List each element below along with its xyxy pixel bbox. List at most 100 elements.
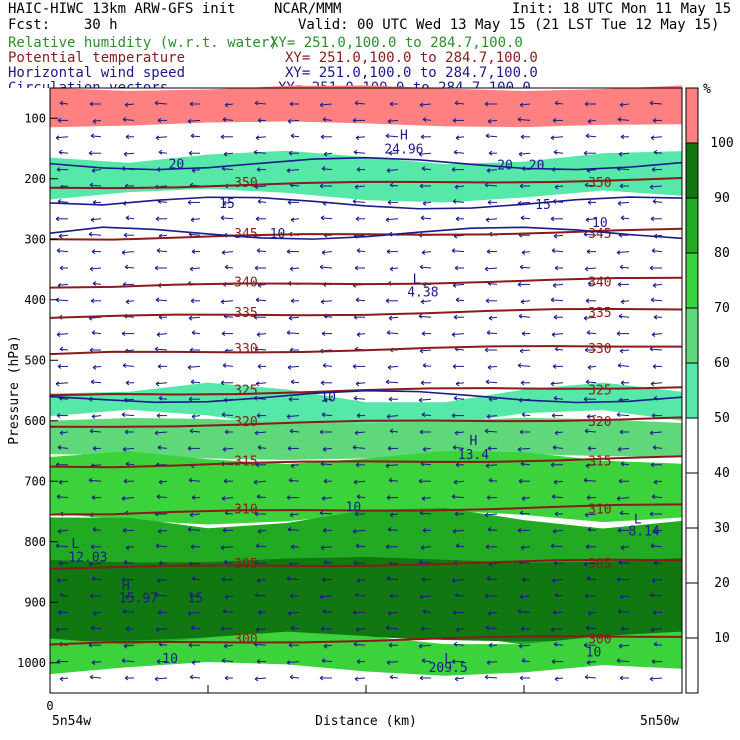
wind-vector — [256, 333, 267, 336]
wind-vector-head — [620, 380, 625, 386]
wind-vector-head — [550, 135, 555, 141]
wind-vector-head — [584, 512, 589, 518]
wind-vector-head — [420, 215, 425, 221]
wind-vector-head — [620, 299, 625, 305]
wind-vector-head — [223, 559, 228, 565]
wind-vector-head — [352, 363, 357, 369]
wind-vector-head — [387, 445, 392, 451]
wind-vector-head — [187, 610, 192, 616]
wind-vector — [485, 381, 498, 384]
wind-vector-head — [551, 578, 556, 584]
wind-vector-head — [388, 315, 393, 321]
wind-vector-head — [256, 413, 261, 419]
wind-vector-head — [92, 445, 97, 451]
wind-vector-head — [290, 217, 295, 223]
wind-vector-head — [587, 526, 592, 532]
wind-vector-head — [388, 477, 393, 483]
wind-vector — [649, 102, 663, 105]
wind-vector — [191, 661, 201, 664]
wind-vector-head — [486, 330, 491, 336]
wind-vector — [89, 267, 102, 270]
wind-vector-head — [586, 495, 591, 501]
wind-vector — [454, 348, 465, 351]
wind-vector-head — [91, 330, 96, 336]
wind-vector-head — [553, 641, 558, 647]
colorbar-tick-label: 90 — [714, 191, 730, 206]
wind-vector — [353, 151, 366, 154]
wind-vector-head — [355, 381, 360, 387]
wind-vector — [59, 677, 69, 680]
wind-vector — [189, 430, 201, 433]
extrema-labels: H24.96L4.38H13.4L8.14L12.03H15.97L209.51… — [68, 128, 660, 675]
wind-vector — [518, 152, 531, 155]
wind-vector — [189, 513, 201, 516]
wind-vector-head — [389, 266, 394, 272]
wind-vector-head — [155, 381, 160, 387]
wind-vector — [223, 152, 234, 155]
wind-vector-head — [220, 380, 225, 386]
wind-vector — [652, 529, 663, 532]
wind-vector — [123, 152, 135, 155]
wind-vector — [584, 513, 597, 516]
wind-vector-head — [552, 528, 557, 534]
wind-vector-head — [125, 380, 130, 386]
wind-vector — [484, 430, 498, 433]
wind-vector-head — [356, 413, 361, 419]
wind-vector — [420, 463, 432, 466]
wind-vector-head — [617, 362, 622, 368]
wind-vector-head — [651, 248, 656, 254]
wind-vector — [290, 381, 300, 384]
wind-vector — [421, 497, 432, 500]
wind-vector-head — [90, 544, 95, 550]
wind-vector — [517, 364, 531, 367]
wind-vector-head — [454, 430, 459, 436]
wind-vector-head — [653, 479, 658, 485]
wind-vector — [550, 299, 564, 302]
wind-vector — [321, 660, 333, 663]
y-tick-label: 800 — [24, 535, 46, 549]
wind-vector — [521, 497, 531, 500]
wind-vector — [56, 496, 69, 499]
wind-vector — [422, 201, 432, 204]
rh-layer — [50, 417, 682, 461]
wind-vector-head — [222, 608, 227, 614]
wind-vector-head — [653, 560, 658, 566]
wind-vector — [122, 118, 135, 121]
wind-vector-head — [158, 149, 163, 155]
wind-vector — [323, 398, 333, 401]
wind-vector-head — [486, 249, 491, 255]
wind-vector-head — [187, 199, 192, 205]
wind-vector-head — [484, 347, 489, 353]
colorbar-tick-label: 70 — [714, 301, 730, 316]
wind-vector-head — [92, 610, 97, 616]
wind-vector — [89, 184, 102, 187]
wind-vector — [653, 151, 663, 154]
wind-vector-head — [487, 445, 492, 451]
wind-vector — [224, 349, 234, 352]
wind-vector-head — [550, 627, 555, 633]
wind-vector — [618, 315, 630, 318]
wind-vector-head — [519, 594, 524, 600]
wind-vector — [254, 185, 267, 188]
wind-vector — [158, 480, 168, 483]
wind-vector-head — [520, 134, 525, 140]
wind-vector-head — [55, 135, 60, 141]
wind-vector — [616, 660, 630, 663]
wind-vector — [652, 200, 663, 203]
wind-vector-head — [122, 116, 127, 122]
wind-vector-head — [125, 299, 130, 305]
wind-vector-head — [158, 395, 163, 401]
wind-vector — [486, 661, 498, 664]
wind-vector — [454, 185, 465, 188]
wind-vector-head — [519, 510, 524, 516]
wind-vector-head — [554, 592, 559, 598]
theta-line — [49, 416, 683, 428]
wind-vector-head — [224, 264, 229, 270]
wind-vector-head — [586, 576, 591, 582]
wind-vector-head — [289, 512, 294, 518]
wind-vector-head — [552, 363, 557, 369]
wind-vector — [387, 528, 399, 531]
wind-vector-head — [455, 135, 460, 141]
wind-vector — [519, 266, 531, 269]
x-start-tick: 0 — [46, 699, 53, 713]
